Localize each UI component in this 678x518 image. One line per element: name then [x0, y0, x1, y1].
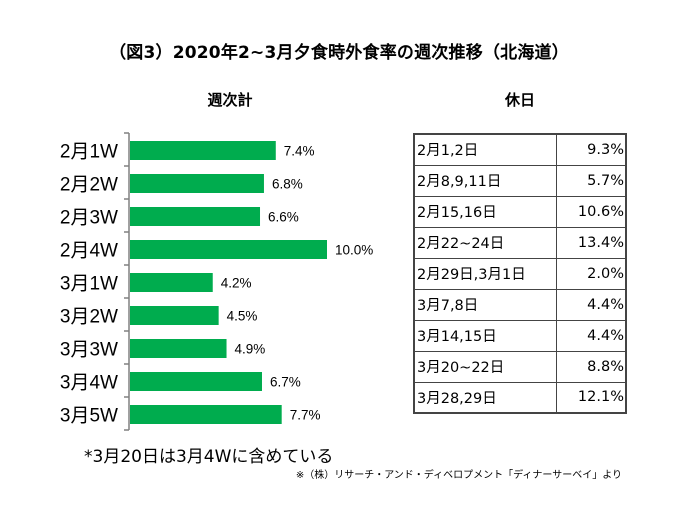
holiday-period: 3月7,8日 [413, 288, 557, 321]
holiday-period: 2月8,9,11日 [413, 164, 557, 197]
holiday-rate: 9.3% [555, 133, 627, 166]
value-label: 7.4% [284, 144, 315, 159]
value-label: 4.9% [235, 342, 266, 357]
holiday-rate: 10.6% [555, 195, 627, 228]
holiday-rate: 2.0% [555, 257, 627, 290]
holiday-rate: 13.4% [555, 226, 627, 259]
weekly-header: 週次計 [207, 91, 253, 109]
holiday-table: 2月1,2日 9.3% 2月8,9,11日 5.7% 2月15,16日 10.6% 2月22… [413, 133, 627, 414]
chart-title: （図3）2020年2~3月夕食時外食率の週次推移（北海道） [109, 43, 569, 63]
bar [130, 207, 261, 226]
holiday-rate: 8.8% [555, 350, 627, 383]
value-label: 6.6% [268, 210, 299, 225]
category-label: 3月1W [60, 274, 118, 295]
category-label: 2月2W [60, 175, 118, 196]
holiday-header: 休日 [504, 91, 535, 109]
table-row: 2月29日,3月1日 2.0% [413, 257, 627, 290]
category-label: 3月3W [60, 340, 118, 361]
table-row: 2月1,2日 9.3% [413, 133, 627, 166]
source-note: ※（株）リサーチ・アンド・ディベロプメント「ディナーサーベイ」より [295, 470, 622, 481]
holiday-period: 3月28,29日 [413, 381, 557, 414]
bar [130, 339, 227, 358]
holiday-period: 2月15,16日 [413, 195, 557, 228]
value-label: 6.7% [270, 375, 301, 390]
table-row: 3月20~22日 8.8% [413, 350, 627, 383]
table-row: 3月14,15日 4.4% [413, 319, 627, 352]
bar [130, 141, 276, 160]
holiday-rate: 5.7% [555, 164, 627, 197]
bar [130, 306, 219, 325]
holiday-period: 3月20~22日 [413, 350, 557, 383]
value-label: 4.2% [221, 276, 252, 291]
table-row: 2月15,16日 10.6% [413, 195, 627, 228]
holiday-period: 3月14,15日 [413, 319, 557, 352]
table-row: 3月7,8日 4.4% [413, 288, 627, 321]
table-row: 3月28,29日 12.1% [413, 381, 627, 414]
category-label: 2月4W [60, 241, 118, 262]
holiday-rate: 12.1% [555, 381, 627, 414]
category-label: 2月1W [60, 142, 118, 163]
footnote: *3月20日は3月4Wに含めている [84, 447, 334, 467]
value-label: 7.7% [290, 408, 321, 423]
category-label: 3月2W [60, 307, 118, 328]
category-label: 2月3W [60, 208, 118, 229]
category-label: 3月5W [60, 406, 118, 427]
table-row: 2月22~24日 13.4% [413, 226, 627, 259]
value-label: 4.5% [227, 309, 258, 324]
holiday-rate: 4.4% [555, 288, 627, 321]
value-label: 6.8% [272, 177, 303, 192]
bar [130, 405, 282, 424]
category-label: 3月4W [60, 373, 118, 394]
holiday-rate: 4.4% [555, 319, 627, 352]
value-label: 10.0% [335, 243, 373, 258]
table-row: 2月8,9,11日 5.7% [413, 164, 627, 197]
bar [130, 372, 262, 391]
holiday-period: 2月1,2日 [413, 133, 557, 166]
holiday-period: 2月29日,3月1日 [413, 257, 557, 290]
bar [130, 273, 213, 292]
bar [130, 174, 264, 193]
holiday-period: 2月22~24日 [413, 226, 557, 259]
bar [130, 240, 327, 259]
